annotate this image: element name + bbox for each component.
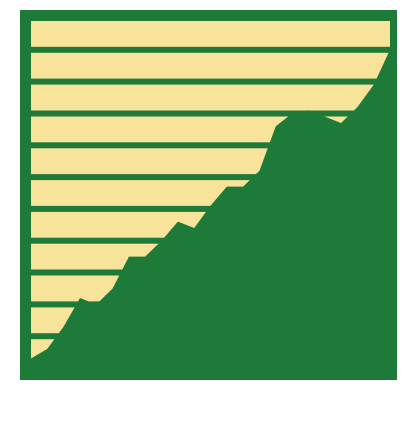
gridline xyxy=(31,237,390,244)
gridline xyxy=(31,269,390,276)
gridline xyxy=(31,333,390,340)
plot-area xyxy=(31,15,390,368)
area-series xyxy=(31,18,390,368)
gridline xyxy=(31,78,390,85)
gridline xyxy=(31,174,390,181)
gridline xyxy=(31,205,390,212)
gridline xyxy=(31,110,390,117)
gridline xyxy=(31,301,390,308)
gridline xyxy=(31,15,390,21)
gridline xyxy=(31,46,390,53)
gridline xyxy=(31,142,390,149)
